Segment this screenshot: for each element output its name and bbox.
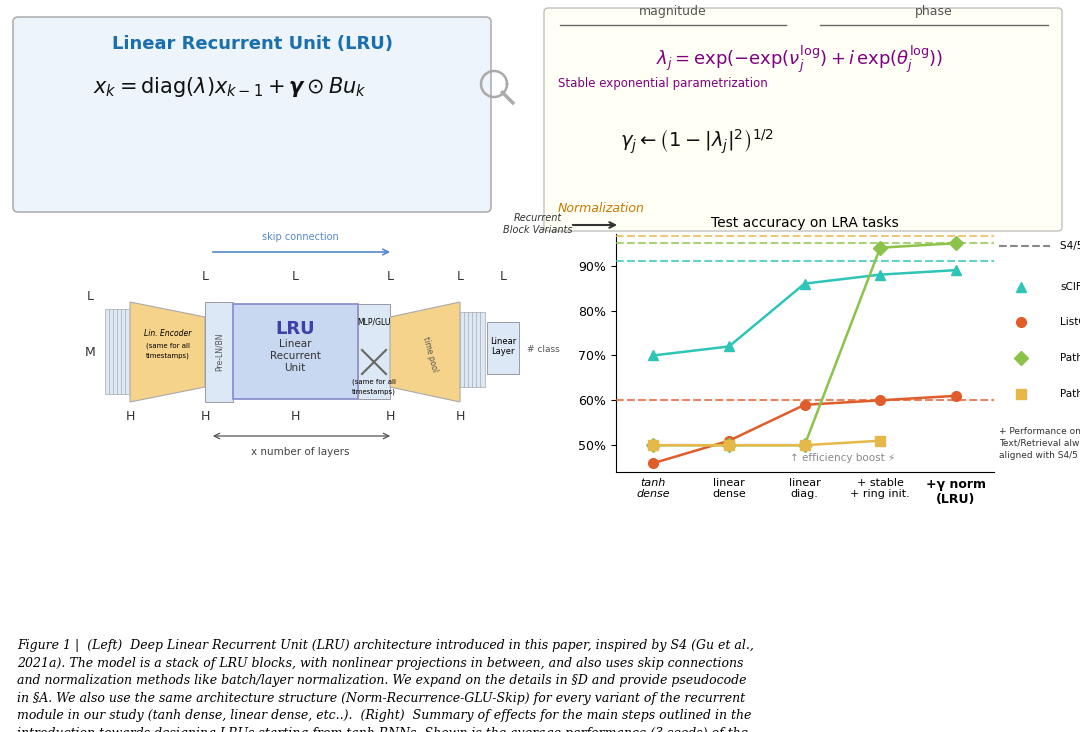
FancyBboxPatch shape <box>476 312 481 387</box>
Text: magnitude: magnitude <box>639 5 707 18</box>
Text: Linear: Linear <box>490 337 516 346</box>
FancyBboxPatch shape <box>109 309 114 394</box>
Text: LRU: LRU <box>275 320 314 338</box>
Text: + Performance on
Text/Retrieval always
aligned with S4/5: + Performance on Text/Retrieval always a… <box>999 427 1080 460</box>
Text: Linear: Linear <box>279 339 311 349</box>
Text: x number of layers: x number of layers <box>251 447 349 457</box>
Text: (same for all: (same for all <box>146 343 190 349</box>
FancyBboxPatch shape <box>480 312 485 387</box>
Text: sCIFAR: sCIFAR <box>1061 282 1080 291</box>
Text: H: H <box>200 411 210 424</box>
FancyBboxPatch shape <box>487 322 519 374</box>
FancyBboxPatch shape <box>105 309 110 394</box>
Text: H: H <box>456 411 464 424</box>
Text: Lin. Encoder: Lin. Encoder <box>145 329 191 338</box>
Title: Test accuracy on LRA tasks: Test accuracy on LRA tasks <box>711 216 899 231</box>
Text: PathX: PathX <box>1061 389 1080 399</box>
FancyBboxPatch shape <box>460 312 465 387</box>
Text: Pre-LN/BN: Pre-LN/BN <box>215 333 224 371</box>
Text: L: L <box>86 291 94 304</box>
Polygon shape <box>130 302 205 402</box>
FancyBboxPatch shape <box>468 312 473 387</box>
Text: ↑ efficiency boost ⚡: ↑ efficiency boost ⚡ <box>789 453 895 463</box>
FancyBboxPatch shape <box>13 17 491 212</box>
Text: PathFinder: PathFinder <box>1061 353 1080 363</box>
Text: # class: # class <box>527 346 559 354</box>
Text: Figure 1 |  (Left)  Deep Linear Recurrent Unit (LRU) architecture introduced in : Figure 1 | (Left) Deep Linear Recurrent … <box>17 639 754 732</box>
Text: L: L <box>457 271 463 283</box>
Text: S4/5 level: S4/5 level <box>1061 241 1080 251</box>
Text: $\gamma_j \leftarrow \left(1 - |\lambda_j|^2\right)^{1/2}$: $\gamma_j \leftarrow \left(1 - |\lambda_… <box>620 128 774 156</box>
Text: M: M <box>84 346 95 359</box>
FancyBboxPatch shape <box>357 304 390 399</box>
FancyBboxPatch shape <box>205 302 233 402</box>
FancyBboxPatch shape <box>117 309 122 394</box>
Text: H: H <box>386 411 394 424</box>
Text: Stable exponential parametrization: Stable exponential parametrization <box>558 78 768 91</box>
Text: timestamps): timestamps) <box>146 353 190 359</box>
Text: skip connection: skip connection <box>261 232 338 242</box>
Text: L: L <box>202 271 208 283</box>
FancyBboxPatch shape <box>113 309 118 394</box>
Text: (same for all: (same for all <box>352 378 396 385</box>
Text: Unit: Unit <box>284 363 306 373</box>
Text: $\lambda_j = \exp(-\exp(\nu_j^{\mathrm{log}}) + i\,\exp(\theta_j^{\mathrm{log}}): $\lambda_j = \exp(-\exp(\nu_j^{\mathrm{l… <box>657 44 944 76</box>
FancyBboxPatch shape <box>121 309 126 394</box>
Text: L: L <box>292 271 298 283</box>
Text: H: H <box>125 411 135 424</box>
Text: Layer: Layer <box>491 348 515 356</box>
Text: Normalization: Normalization <box>558 203 645 215</box>
Text: Recurrent: Recurrent <box>270 351 321 361</box>
Polygon shape <box>390 302 460 402</box>
Text: Linear Recurrent Unit (LRU): Linear Recurrent Unit (LRU) <box>111 35 392 53</box>
Text: Block Variants: Block Variants <box>503 225 572 235</box>
FancyBboxPatch shape <box>544 8 1062 231</box>
FancyBboxPatch shape <box>472 312 477 387</box>
Text: Recurrent: Recurrent <box>514 213 562 223</box>
Text: time pool: time pool <box>421 335 440 373</box>
Text: H: H <box>291 411 299 424</box>
Text: $x_k = \mathrm{diag}(\lambda)x_{k-1} + \boldsymbol{\gamma} \odot Bu_k$: $x_k = \mathrm{diag}(\lambda)x_{k-1} + \… <box>93 75 367 99</box>
FancyBboxPatch shape <box>125 309 130 394</box>
Text: L: L <box>387 271 393 283</box>
FancyBboxPatch shape <box>233 304 357 399</box>
Text: timestamps): timestamps) <box>352 389 396 395</box>
Text: MLP/GLU: MLP/GLU <box>357 318 391 326</box>
Text: phase: phase <box>915 5 953 18</box>
Text: L: L <box>499 271 507 283</box>
Text: ListOps: ListOps <box>1061 317 1080 327</box>
FancyBboxPatch shape <box>464 312 469 387</box>
